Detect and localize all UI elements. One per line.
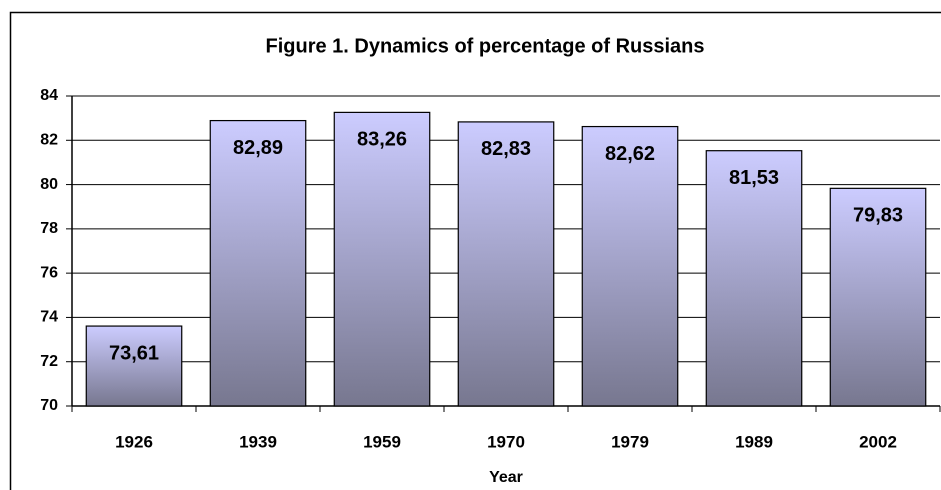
y-tick-label: 76: [40, 264, 58, 281]
bar: [85, 325, 183, 407]
frame: [9, 11, 941, 490]
x-tick-label: 1979: [611, 432, 649, 451]
y-tick-label: 72: [40, 353, 58, 370]
bar: [457, 121, 555, 407]
data-label: 81,53: [729, 167, 779, 189]
bar: [333, 111, 431, 407]
bar: [581, 125, 679, 407]
data-label: 79,83: [853, 205, 903, 227]
y-tick-label: 78: [40, 220, 58, 237]
bar: [209, 119, 307, 407]
x-tick-label: 1959: [363, 432, 401, 451]
data-label: 82,83: [481, 138, 531, 160]
y-tick-label: 80: [40, 176, 58, 193]
chart-title: Figure 1. Dynamics of percentage of Russ…: [265, 35, 704, 57]
data-label: 73,61: [109, 342, 159, 364]
y-tick-label: 70: [40, 397, 58, 414]
x-tick-label: 1939: [239, 432, 277, 451]
x-tick-label: 1989: [735, 432, 773, 451]
y-tick-label: 84: [40, 87, 58, 104]
bar: [705, 150, 803, 407]
data-label: 82,89: [233, 137, 283, 159]
x-tick-label: 1926: [115, 432, 153, 451]
data-label: 83,26: [357, 129, 407, 151]
x-tick-label: 1970: [487, 432, 525, 451]
x-axis-label: Year: [489, 469, 523, 486]
x-tick-label: 2002: [859, 432, 897, 451]
y-tick-label: 74: [40, 309, 58, 326]
y-tick-label: 82: [40, 132, 58, 149]
bar: [829, 187, 927, 407]
data-label: 82,62: [605, 143, 655, 165]
